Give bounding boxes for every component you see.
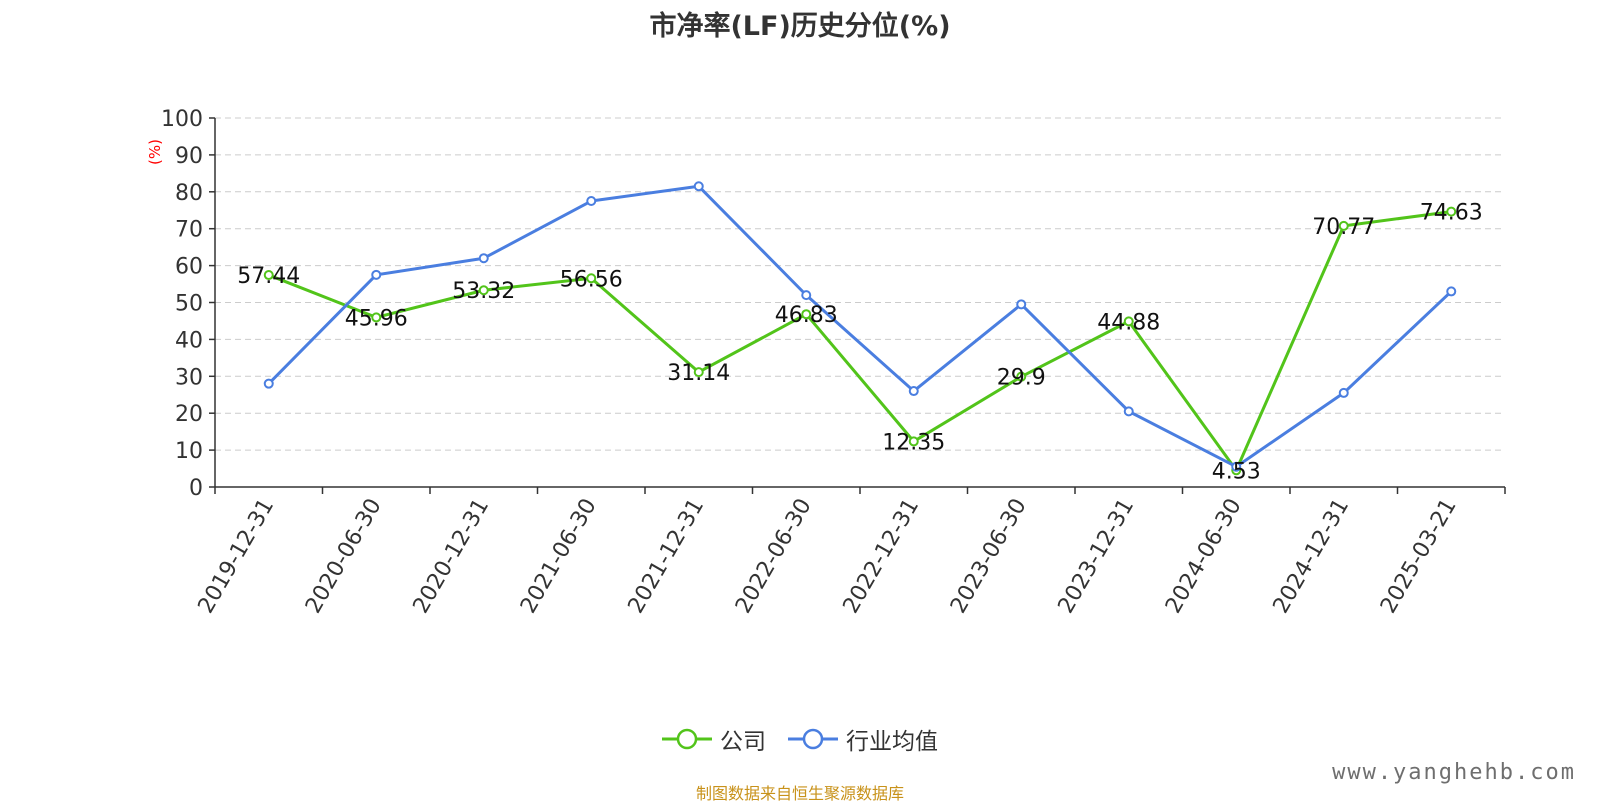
x-tick-label: 2020-12-31: [409, 495, 495, 618]
x-tick-label: 2024-06-30: [1161, 495, 1247, 618]
data-point-0: [1338, 220, 1349, 231]
x-tick-label: 2019-12-31: [194, 495, 280, 618]
y-tick-label: 70: [175, 218, 203, 243]
x-tick-label: 2023-12-31: [1054, 495, 1140, 618]
data-point-0: [263, 270, 274, 281]
data-point-0: [371, 312, 382, 323]
y-tick-label: 20: [175, 402, 203, 427]
y-unit-label: (%): [146, 139, 164, 165]
legend-marker-company: [662, 728, 712, 750]
data-point-0: [908, 436, 919, 447]
data-label: 53.32: [452, 279, 515, 304]
x-tick-label: 2024-12-31: [1269, 495, 1355, 618]
y-tick-label: 10: [175, 439, 203, 464]
y-tick-label: 60: [175, 255, 203, 280]
data-label: 57.44: [237, 264, 300, 289]
data-point-1: [1123, 406, 1134, 417]
data-label: 29.9: [997, 366, 1046, 391]
data-point-0: [1446, 206, 1457, 217]
data-point-1: [801, 290, 812, 301]
legend-item-industry[interactable]: 行业均值: [788, 722, 938, 756]
legend-marker-industry: [788, 728, 838, 750]
data-point-0: [1016, 371, 1027, 382]
data-label: 12.35: [882, 430, 945, 455]
y-tick-label: 90: [175, 144, 203, 169]
data-label: 70.77: [1312, 215, 1375, 240]
watermark: www.yanghehb.com: [1332, 760, 1576, 785]
data-point-1: [1016, 299, 1027, 310]
series-line-1: [267, 184, 1453, 469]
y-tick-label: 0: [189, 476, 203, 501]
y-tick-label: 40: [175, 328, 203, 353]
source-note: 制图数据来自恒生聚源数据库: [695, 784, 904, 803]
data-point-0: [693, 367, 704, 378]
y-tick-label: 50: [175, 292, 203, 317]
legend: 公司 行业均值: [0, 722, 1600, 756]
data-label: 74.63: [1420, 201, 1483, 226]
y-tick-label: 30: [175, 365, 203, 390]
data-point-1: [693, 181, 704, 192]
data-label: 31.14: [667, 361, 730, 386]
data-label: 4.53: [1212, 459, 1261, 484]
data-label: 45.96: [345, 306, 408, 331]
data-label: 44.88: [1097, 310, 1160, 335]
data-point-0: [478, 285, 489, 296]
data-point-1: [586, 196, 597, 207]
chart-title: 市净率(LF)历史分位(%): [649, 11, 951, 42]
data-point-1: [1231, 461, 1242, 472]
y-tick-label: 100: [161, 107, 203, 132]
y-tick-label: 80: [175, 181, 203, 206]
x-tick-label: 2021-12-31: [624, 495, 710, 618]
data-point-1: [1446, 286, 1457, 297]
data-point-1: [371, 269, 382, 280]
x-tick-label: 2025-03-21: [1376, 495, 1462, 618]
legend-label-industry: 行业均值: [846, 729, 938, 755]
data-point-0: [1123, 316, 1134, 327]
legend-item-company[interactable]: 公司: [662, 722, 766, 756]
legend-label-company: 公司: [720, 729, 766, 755]
data-label: 56.56: [560, 267, 623, 292]
data-label: 46.83: [775, 303, 838, 328]
x-tick-label: 2020-06-30: [301, 495, 387, 618]
data-point-1: [478, 253, 489, 264]
x-tick-label: 2023-06-30: [946, 495, 1032, 618]
series-line-0: [268, 210, 1452, 472]
x-tick-label: 2022-12-31: [839, 495, 925, 618]
x-tick-label: 2021-06-30: [516, 495, 602, 618]
data-point-1: [908, 386, 919, 397]
data-point-0: [586, 273, 597, 284]
x-tick-label: 2022-06-30: [731, 495, 817, 618]
data-point-0: [801, 309, 812, 320]
data-point-1: [1338, 387, 1349, 398]
data-point-1: [263, 378, 274, 389]
